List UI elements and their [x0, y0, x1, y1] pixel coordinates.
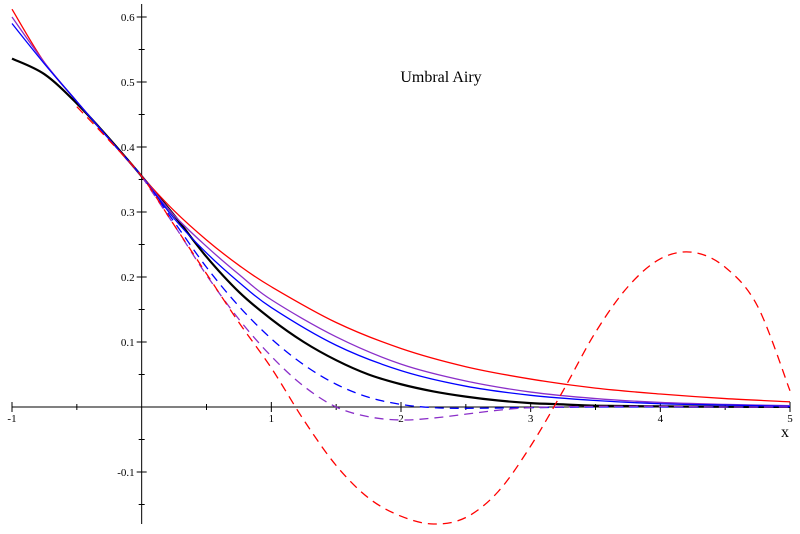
y-tick-label: 0.2	[121, 272, 135, 284]
y-tick-label: 0.1	[121, 337, 135, 349]
x-tick-label: 3	[528, 413, 534, 425]
series-line-7	[76, 106, 791, 525]
y-tick-label: 0.5	[121, 77, 135, 89]
x-tick-label: 2	[398, 413, 404, 425]
series-line-1	[11, 57, 791, 409]
x-tick-label: 1	[269, 413, 275, 425]
chart-title: Umbral Airy	[400, 69, 481, 86]
curves	[11, 8, 791, 525]
y-tick-label: 0.6	[121, 12, 135, 24]
x-tick-label: -1	[7, 413, 16, 425]
x-axis-label: x	[781, 424, 789, 441]
tick-labels: -1 1 2 3 4 5 -0.1 0.1 0.2 0.3 0.4 0.5 0.6	[7, 12, 793, 479]
x-tick-label: 4	[658, 413, 664, 425]
y-tick-label: 0.3	[121, 207, 135, 219]
series-line-6	[141, 175, 791, 421]
y-tick-label: 0.4	[121, 142, 135, 154]
series-line-4	[11, 23, 791, 407]
series-line-5	[141, 175, 790, 409]
y-tick-label: -0.1	[117, 467, 134, 479]
tick-marks	[11, 16, 791, 505]
x-tick-label: 5	[787, 413, 793, 425]
